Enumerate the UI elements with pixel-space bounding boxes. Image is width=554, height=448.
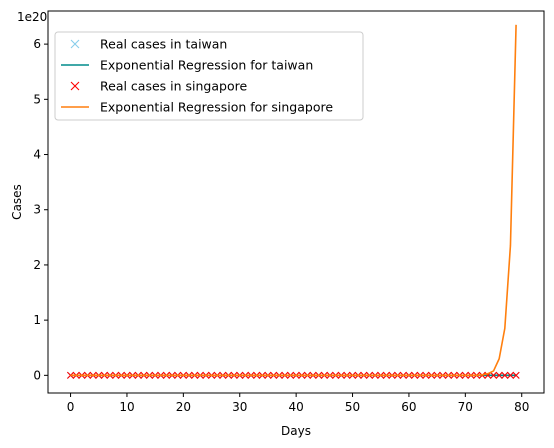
y-tick-label: 6: [33, 37, 41, 51]
x-tick-label: 10: [119, 400, 134, 414]
legend-label-exponential-regression-for-taiwan: Exponential Regression for taiwan: [100, 58, 313, 73]
legend-swatch-real-cases-in-taiwan: [70, 39, 80, 49]
x-tick-label: 50: [345, 400, 360, 414]
x-tick-label: 40: [289, 400, 304, 414]
x-axis: 0 10 20 30 40 50 60 70 80: [67, 393, 529, 414]
data-point: [489, 371, 498, 379]
y-tick-label: 2: [33, 258, 41, 272]
data-point: [506, 371, 515, 379]
data-point: [495, 371, 503, 379]
y-offset-text: 1e20: [17, 10, 47, 24]
legend-label-real-cases-in-singapore: Real cases in singapore: [100, 79, 247, 94]
y-tick-label: 3: [33, 203, 41, 217]
y-axis: 0 1 2 3 4 5 6: [33, 37, 48, 382]
x-tick-label: 60: [401, 400, 416, 414]
y-tick-label: 0: [33, 368, 41, 382]
data-point: [501, 371, 509, 379]
y-axis-label: Cases: [10, 184, 24, 220]
legend: Real cases in taiwan Exponential Regressi…: [54, 31, 364, 121]
x-axis-label: Days: [281, 424, 311, 438]
x-tick-label: 70: [458, 400, 473, 414]
y-tick-label: 4: [33, 148, 41, 162]
data-point: [512, 371, 520, 379]
x-tick-label: 80: [514, 400, 529, 414]
x-tick-label: 20: [176, 400, 191, 414]
legend-label-exponential-regression-for-singapore: Exponential Regression for singapore: [100, 100, 333, 115]
legend-label-real-cases-in-taiwan: Real cases in taiwan: [100, 37, 227, 52]
x-tick-label: 0: [67, 400, 75, 414]
y-tick-label: 1: [33, 313, 41, 327]
series-line-exponential-regression-for-singapore: [70, 24, 517, 377]
x-tick-label: 30: [232, 400, 247, 414]
data-point: [66, 371, 75, 379]
legend-box: [54, 31, 364, 121]
legend-swatch-real-cases-in-singapore: [70, 81, 80, 91]
plot-area: [66, 24, 520, 379]
y-tick-label: 5: [33, 92, 41, 106]
